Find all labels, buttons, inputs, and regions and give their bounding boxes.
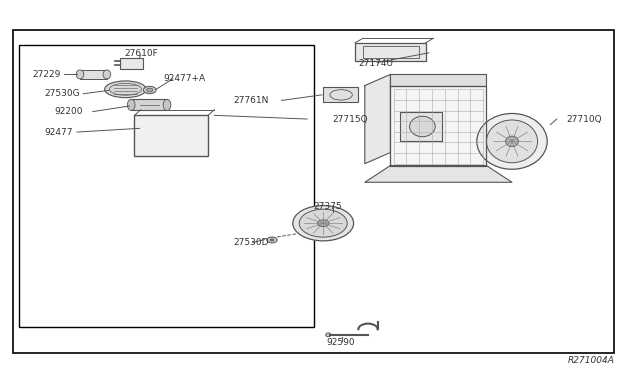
Bar — [120, 58, 143, 69]
Text: 27610F: 27610F — [125, 49, 159, 58]
Text: 92200: 92200 — [54, 107, 83, 116]
Bar — [131, 99, 167, 110]
Bar — [134, 115, 208, 156]
Ellipse shape — [270, 239, 274, 241]
Bar — [19, 45, 314, 327]
Ellipse shape — [477, 113, 547, 169]
Text: 92477: 92477 — [45, 128, 74, 137]
Ellipse shape — [103, 70, 111, 79]
Text: 27710Q: 27710Q — [566, 115, 602, 124]
Bar — [400, 112, 442, 141]
Bar — [80, 70, 107, 79]
Polygon shape — [365, 166, 512, 182]
Bar — [13, 30, 614, 353]
Ellipse shape — [486, 120, 538, 163]
Text: 27174U: 27174U — [358, 59, 394, 68]
Text: 27530D: 27530D — [234, 238, 269, 247]
Text: 27761N: 27761N — [234, 96, 269, 105]
Ellipse shape — [163, 99, 171, 110]
Ellipse shape — [104, 81, 147, 98]
Polygon shape — [365, 74, 390, 164]
Ellipse shape — [317, 220, 329, 227]
Ellipse shape — [76, 70, 84, 79]
Text: 27530G: 27530G — [45, 89, 81, 98]
Text: 27375: 27375 — [314, 202, 342, 211]
Text: 27229: 27229 — [32, 70, 60, 79]
Ellipse shape — [147, 88, 153, 92]
Ellipse shape — [300, 209, 347, 237]
Ellipse shape — [127, 99, 135, 110]
Bar — [323, 87, 358, 102]
Polygon shape — [390, 74, 486, 86]
Text: 27715Q: 27715Q — [333, 115, 369, 124]
Bar — [355, 43, 426, 61]
Ellipse shape — [410, 116, 435, 137]
Polygon shape — [390, 86, 486, 166]
Bar — [363, 46, 419, 58]
Ellipse shape — [267, 237, 277, 243]
Ellipse shape — [293, 205, 353, 241]
Ellipse shape — [326, 333, 331, 337]
Text: R271004A: R271004A — [568, 356, 614, 365]
Text: 92590: 92590 — [326, 339, 355, 347]
Ellipse shape — [143, 86, 156, 94]
Text: 92477+A: 92477+A — [163, 74, 205, 83]
Ellipse shape — [506, 136, 518, 147]
